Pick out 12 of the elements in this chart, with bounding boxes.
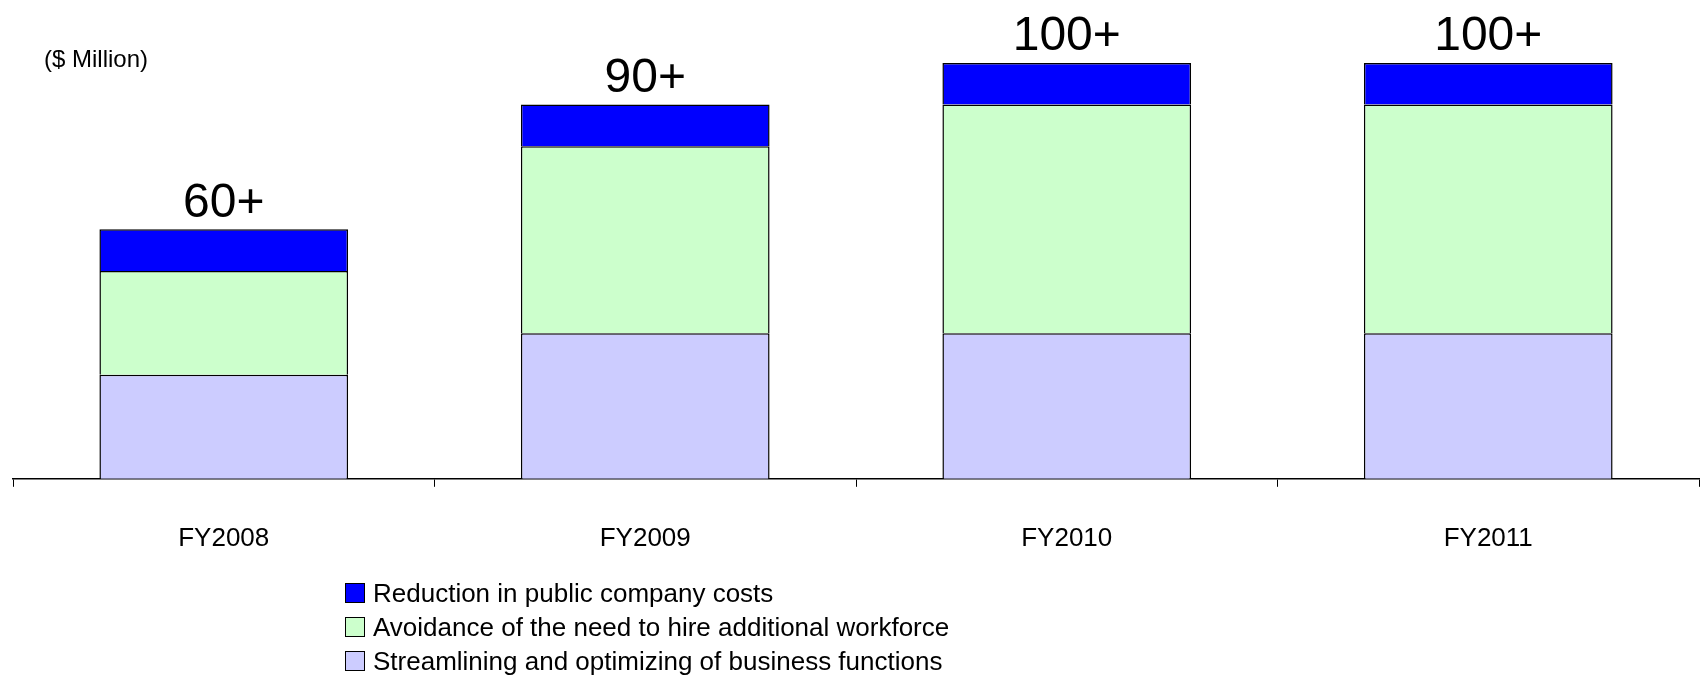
x-tick-label: FY2010 (1021, 521, 1113, 552)
y-axis-title: ($ Million) (44, 44, 149, 72)
total-label: 90+ (604, 48, 686, 102)
total-label: 60+ (183, 173, 265, 227)
x-tick-label: FY2009 (599, 521, 691, 552)
total-label: 100+ (1012, 7, 1121, 61)
legend-label: Reduction in public company costs (373, 577, 774, 610)
x-tick-label: FY2011 (1443, 521, 1533, 552)
legend-label: Avoidance of the need to hire additional workforce (373, 611, 950, 644)
legend-label: Streamlining and optimizing of business functions (373, 645, 943, 678)
total-label: 100+ (1434, 7, 1543, 61)
x-tick-label: FY2008 (178, 521, 270, 552)
